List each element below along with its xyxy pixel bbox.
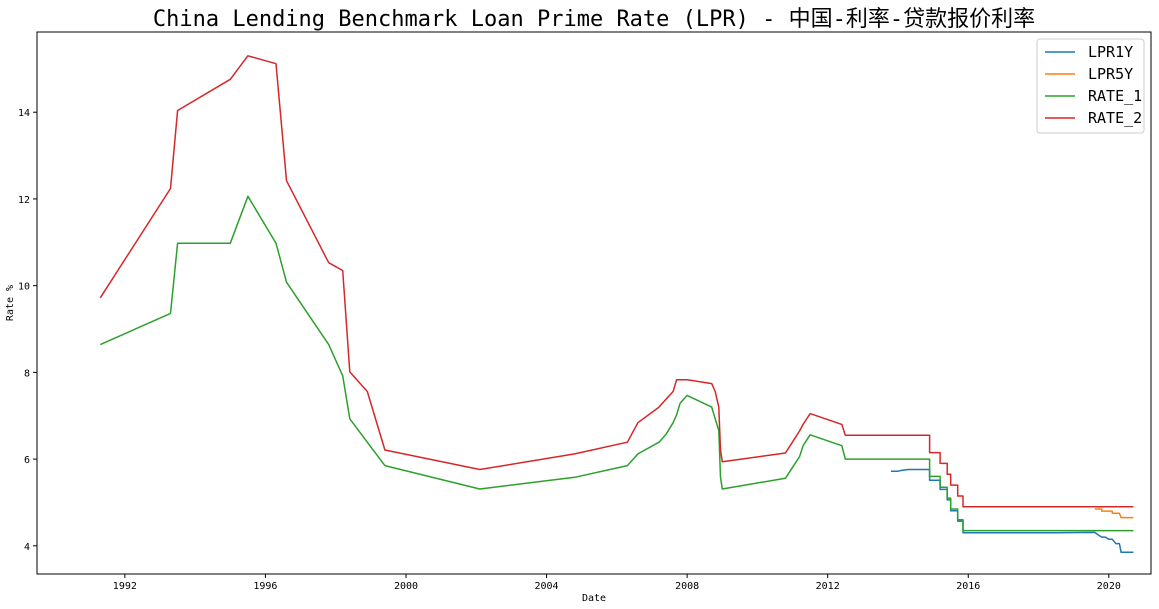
- x-tick-label: 2020: [1097, 581, 1121, 592]
- x-tick-label: 1996: [253, 581, 277, 592]
- legend-label-rate-1: RATE_1: [1088, 87, 1142, 105]
- y-tick-label: 10: [18, 282, 30, 293]
- y-tick-label: 12: [18, 195, 30, 206]
- x-tick-label: 2016: [956, 581, 980, 592]
- legend: LPR1Y LPR5Y RATE_1 RATE_2: [1036, 38, 1145, 134]
- x-tick-label: 2004: [535, 581, 559, 592]
- y-axis: 4 6 8 10 12 14: [18, 108, 37, 553]
- series-line-rate-1: [99, 195, 1134, 532]
- y-tick-label: 14: [18, 108, 30, 119]
- x-tick-label: 2000: [394, 581, 418, 592]
- series-line-lpr1y: [890, 468, 1134, 554]
- legend-box: [1036, 38, 1145, 134]
- chart-title: China Lending Benchmark Loan Prime Rate …: [153, 7, 1035, 32]
- series-layer: [99, 55, 1134, 554]
- legend-label-lpr5y: LPR5Y: [1088, 65, 1133, 83]
- y-tick-label: 4: [24, 542, 30, 553]
- y-tick-label: 8: [24, 368, 30, 379]
- legend-label-rate-2: RATE_2: [1088, 109, 1142, 127]
- plot-frame: [36, 31, 1152, 575]
- x-tick-label: 1992: [113, 581, 137, 592]
- x-tick-label: 2012: [816, 581, 840, 592]
- x-axis-label: Date: [582, 593, 606, 604]
- y-tick-label: 6: [24, 455, 30, 466]
- x-axis: 1992 1996 2000 2004 2008 2012 2016 2020: [113, 574, 1121, 592]
- legend-label-lpr1y: LPR1Y: [1088, 43, 1133, 61]
- y-axis-label: Rate %: [5, 285, 16, 321]
- series-line-lpr5y: [1094, 508, 1134, 519]
- series-line-rate-2: [99, 55, 1134, 508]
- x-tick-label: 2008: [675, 581, 699, 592]
